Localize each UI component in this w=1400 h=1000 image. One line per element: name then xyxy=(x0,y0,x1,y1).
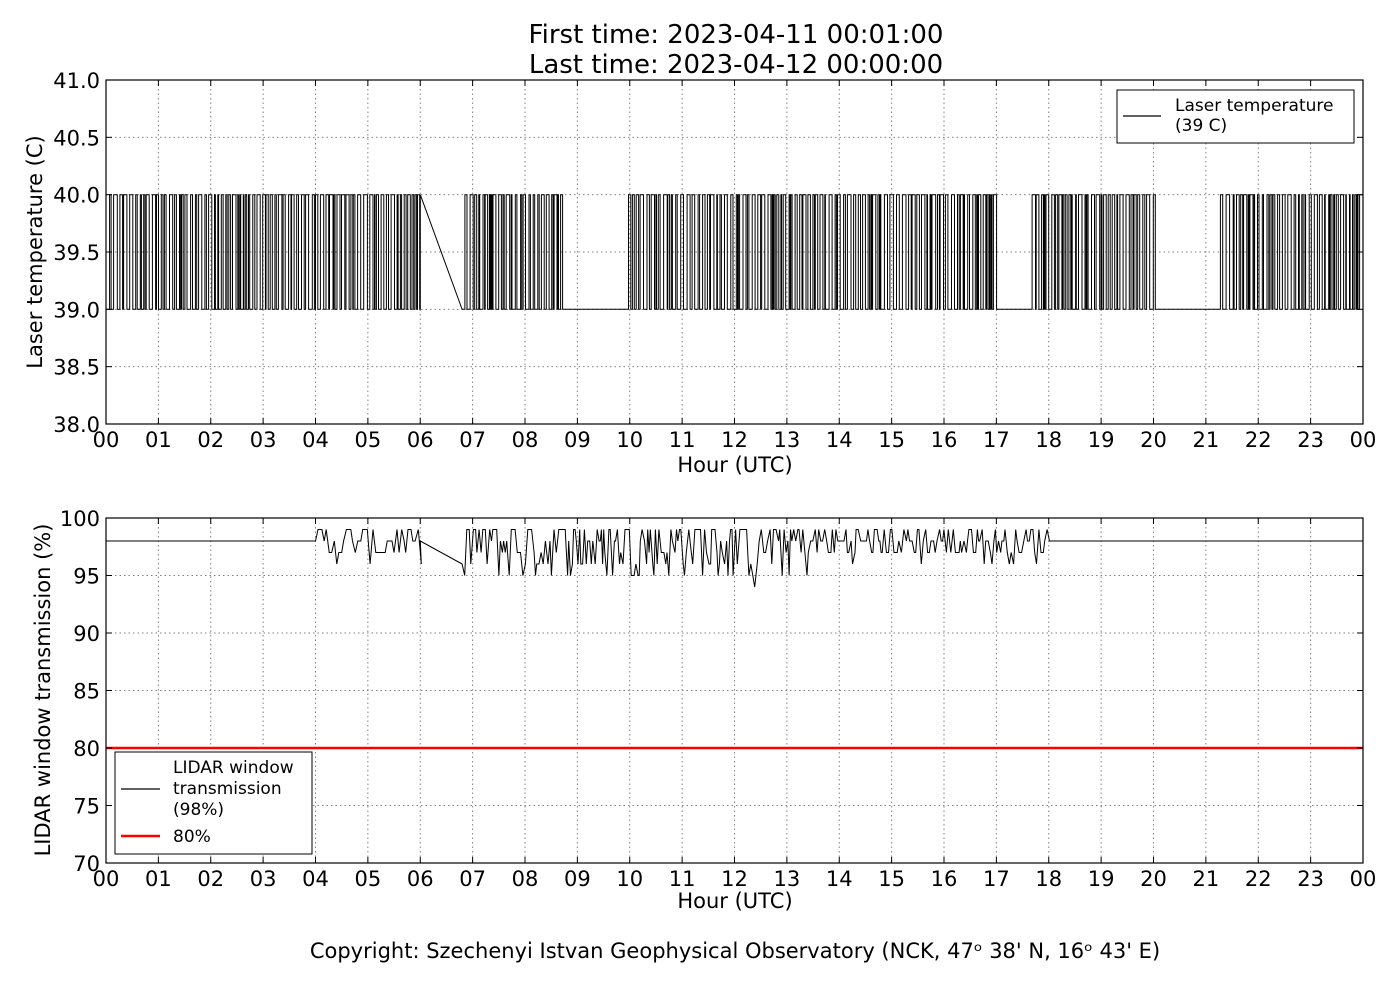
x-tick-label: 12 xyxy=(721,428,748,452)
x-tick-label: 12 xyxy=(721,867,748,891)
y-tick-label: 70 xyxy=(73,852,100,876)
x-tick-label: 15 xyxy=(878,428,905,452)
x-tick-label: 00 xyxy=(93,428,120,452)
x-tick-label: 07 xyxy=(459,867,486,891)
laser-temperature-line xyxy=(107,194,1364,310)
x-tick-label: 23 xyxy=(1297,428,1324,452)
y-tick-label: 90 xyxy=(73,622,100,646)
legend-label-lidar-line3: (98%) xyxy=(173,800,224,820)
legend-label-lidar-line2: transmission xyxy=(173,779,282,799)
x-tick-label: 02 xyxy=(197,428,224,452)
x-tick-label: 06 xyxy=(407,428,434,452)
x-tick-label: 16 xyxy=(931,428,958,452)
x-tick-label: 19 xyxy=(1088,867,1115,891)
x-tick-label: 17 xyxy=(983,428,1010,452)
x-tick-label: 06 xyxy=(407,867,434,891)
x-tick-label: 10 xyxy=(616,428,643,452)
y-tick-label: 39.0 xyxy=(53,298,100,322)
x-tick-label: 10 xyxy=(616,867,643,891)
x-tick-label: 02 xyxy=(197,867,224,891)
y-tick-label: 40.5 xyxy=(53,126,100,150)
x-tick-label: 04 xyxy=(302,867,329,891)
x-tick-label: 21 xyxy=(1193,867,1220,891)
x-tick-label: 15 xyxy=(878,867,905,891)
x-tick-label: 05 xyxy=(355,867,382,891)
y-axis-label-top: Laser temperature (C) xyxy=(23,135,47,368)
x-axis-label-bottom: Hour (UTC) xyxy=(677,889,792,913)
chart-title-line2: Last time: 2023-04-12 00:00:00 xyxy=(529,50,943,80)
x-tick-label: 16 xyxy=(931,867,958,891)
y-tick-label: 40.0 xyxy=(53,184,100,208)
copyright-footer: Copyright: Szechenyi Istvan Geophysical … xyxy=(310,939,1160,963)
y-tick-label: 100 xyxy=(60,507,100,531)
x-tick-label: 22 xyxy=(1245,428,1272,452)
x-tick-label: 14 xyxy=(826,867,853,891)
x-tick-label: 23 xyxy=(1297,867,1324,891)
y-tick-label: 80 xyxy=(73,737,100,761)
legend-label-laser-line2: (39 C) xyxy=(1175,116,1227,136)
x-tick-label: 20 xyxy=(1140,428,1167,452)
lidar-transmission-line xyxy=(106,529,1363,588)
x-axis-ticks-top: 00 01 02 03 04 05 06 07 08 09 10 11 12 13 14 15 16 17 18 19… xyxy=(93,80,1377,452)
x-tick-label: 03 xyxy=(250,428,277,452)
x-axis-label-top: Hour (UTC) xyxy=(677,453,792,477)
chart-title-line1: First time: 2023-04-11 00:01:00 xyxy=(529,20,944,50)
legend-bottom: LIDAR window transmission (98%) 80% xyxy=(114,751,313,855)
x-tick-label: 08 xyxy=(512,867,539,891)
x-tick-label: 05 xyxy=(355,428,382,452)
x-tick-label: 07 xyxy=(459,428,486,452)
x-tick-label: 19 xyxy=(1088,428,1115,452)
legend-label-lidar-line1: LIDAR window xyxy=(173,758,294,778)
x-tick-label: 14 xyxy=(826,428,853,452)
lidar-transmission-panel: 00 01 02 03 04 05 06 07 08 09 10 11 12 13 14 15 16 17 18 19… xyxy=(31,507,1376,913)
x-tick-label: 18 xyxy=(1035,428,1062,452)
x-tick-label: 04 xyxy=(302,428,329,452)
y-tick-label: 38.0 xyxy=(53,413,100,437)
lidar-transmission-series xyxy=(106,529,1363,588)
y-tick-label: 41.0 xyxy=(53,69,100,93)
x-tick-label: 18 xyxy=(1035,867,1062,891)
y-tick-label: 75 xyxy=(73,795,100,819)
y-tick-label: 39.5 xyxy=(53,241,100,265)
x-tick-label: 08 xyxy=(512,428,539,452)
x-tick-label: 00 xyxy=(1350,867,1377,891)
x-tick-label: 22 xyxy=(1245,867,1272,891)
x-tick-label: 00 xyxy=(93,867,120,891)
x-tick-label: 20 xyxy=(1140,867,1167,891)
y-tick-label: 38.5 xyxy=(53,356,100,380)
grid-bottom xyxy=(106,518,1363,863)
y-tick-label: 85 xyxy=(73,680,100,704)
x-axis-ticks-bottom: 00 01 02 03 04 05 06 07 08 09 10 11 12 13 14 15 16 17 18 19… xyxy=(93,518,1377,891)
laser-temperature-panel: 00 01 02 03 04 05 06 07 08 09 10 11 12 13 14 15 16 17 18 19… xyxy=(23,69,1376,477)
x-tick-label: 21 xyxy=(1193,428,1220,452)
x-tick-label: 01 xyxy=(145,428,172,452)
x-tick-label: 03 xyxy=(250,867,277,891)
laser-temperature-series xyxy=(107,194,1364,310)
y-tick-label: 95 xyxy=(73,565,100,589)
x-tick-label: 13 xyxy=(774,428,801,452)
x-tick-label: 13 xyxy=(774,867,801,891)
x-tick-label: 11 xyxy=(669,428,696,452)
y-axis-ticks-bottom: 70 75 80 85 90 95 100 xyxy=(60,507,1363,876)
legend-top: Laser temperature (39 C) xyxy=(1116,89,1355,144)
x-tick-label: 09 xyxy=(564,428,591,452)
y-axis-label-bottom: LIDAR window transmission (%) xyxy=(31,524,55,857)
x-tick-label: 01 xyxy=(145,867,172,891)
x-tick-label: 00 xyxy=(1350,428,1377,452)
x-tick-label: 17 xyxy=(983,867,1010,891)
x-tick-label: 09 xyxy=(564,867,591,891)
x-tick-label: 11 xyxy=(669,867,696,891)
y-axis-ticks-top: 38.0 38.5 39.0 39.5 40.0 40.5 41.0 xyxy=(53,69,1363,437)
legend-label-laser-line1: Laser temperature xyxy=(1175,96,1333,116)
legend-label-threshold: 80% xyxy=(173,827,211,847)
